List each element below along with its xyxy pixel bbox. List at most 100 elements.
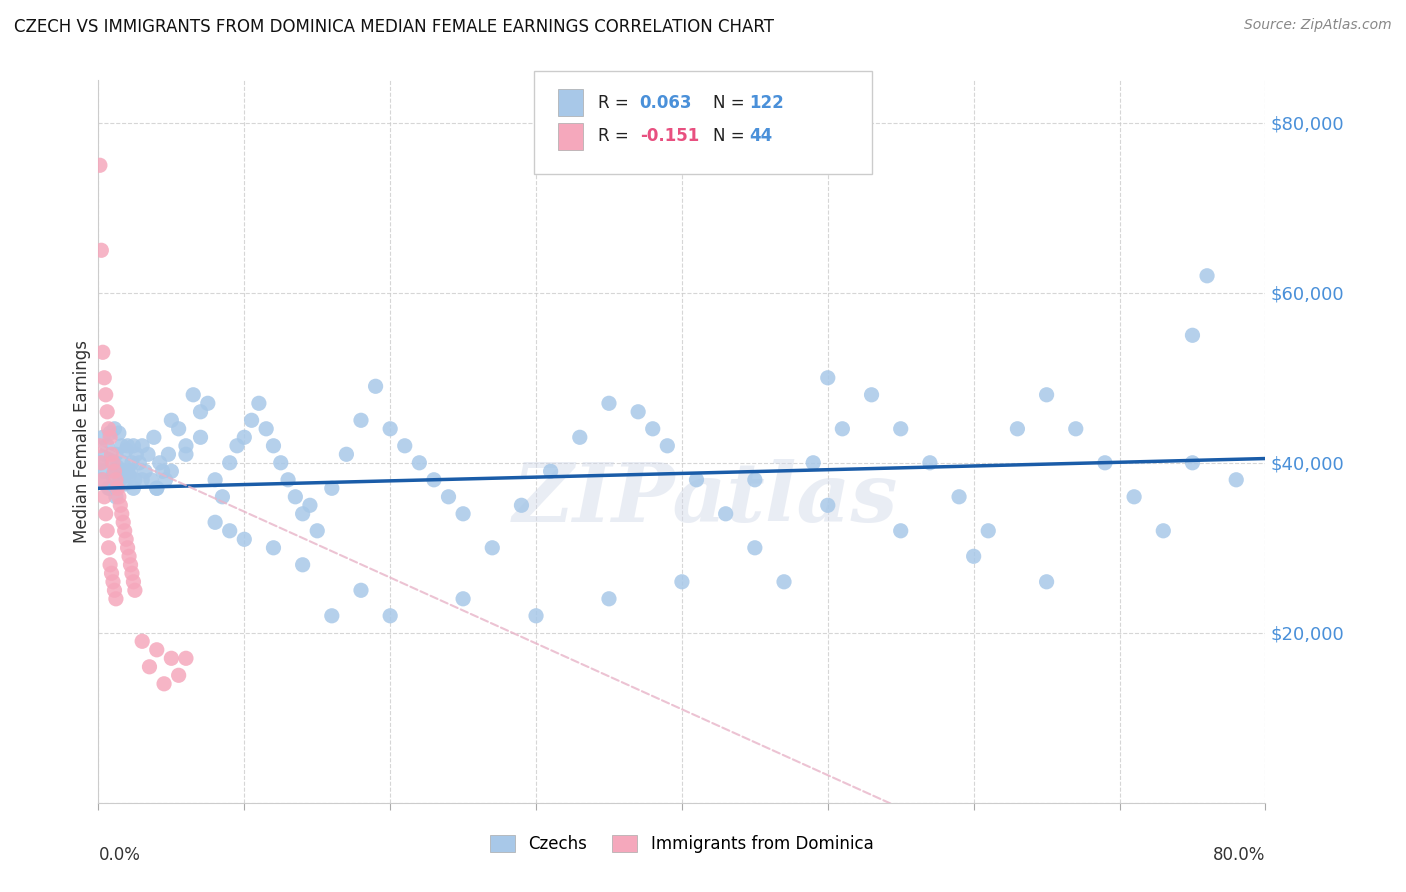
Point <box>114 524 136 538</box>
Point <box>408 456 430 470</box>
Point <box>120 464 142 478</box>
Point <box>181 388 204 402</box>
Point <box>94 388 117 402</box>
Y-axis label: Median Female Earnings: Median Female Earnings <box>73 340 91 543</box>
Point <box>101 574 124 589</box>
Point <box>226 439 249 453</box>
Point <box>111 439 134 453</box>
Point <box>98 481 121 495</box>
Point <box>96 524 118 538</box>
Point <box>97 481 120 495</box>
Point <box>860 388 883 402</box>
Point <box>671 574 693 589</box>
Point <box>100 566 122 581</box>
Point <box>773 574 796 589</box>
Point <box>1094 456 1116 470</box>
Point <box>380 608 402 623</box>
Point <box>918 456 941 470</box>
Point <box>1035 574 1057 589</box>
Text: R =: R = <box>598 128 634 145</box>
Point <box>817 498 839 512</box>
Point <box>105 460 128 475</box>
Point <box>451 591 474 606</box>
Point <box>153 677 176 691</box>
Text: ZIPatlas: ZIPatlas <box>513 459 898 540</box>
Point <box>117 439 139 453</box>
Point <box>131 634 153 648</box>
Point <box>160 464 183 478</box>
Point <box>298 498 321 512</box>
Point <box>146 642 169 657</box>
Point <box>364 379 387 393</box>
Point <box>233 533 256 547</box>
Point <box>174 651 197 665</box>
Point <box>122 481 145 495</box>
Point <box>115 443 138 458</box>
Point <box>1064 422 1087 436</box>
Point <box>174 447 197 461</box>
Point <box>98 425 121 440</box>
Point <box>93 464 115 478</box>
Point <box>100 447 122 461</box>
Point <box>89 456 111 470</box>
Point <box>211 490 233 504</box>
Point <box>598 396 620 410</box>
Point <box>89 158 111 172</box>
Point <box>233 430 256 444</box>
Point <box>104 447 127 461</box>
Text: N =: N = <box>713 128 749 145</box>
Point <box>160 651 183 665</box>
Point <box>90 456 112 470</box>
Text: -0.151: -0.151 <box>640 128 699 145</box>
Point <box>131 473 153 487</box>
Point <box>120 558 142 572</box>
Point <box>90 473 112 487</box>
Point <box>204 473 226 487</box>
Point <box>204 516 226 530</box>
Point <box>146 481 169 495</box>
Point <box>1181 328 1204 343</box>
Point <box>103 422 125 436</box>
Point <box>335 447 357 461</box>
Point <box>155 473 177 487</box>
Point <box>167 668 190 682</box>
Point <box>90 244 112 258</box>
Point <box>744 473 766 487</box>
Point <box>112 456 135 470</box>
Point <box>277 473 299 487</box>
Text: 44: 44 <box>749 128 773 145</box>
Point <box>115 533 138 547</box>
Point <box>218 524 240 538</box>
Point <box>101 456 124 470</box>
Point <box>108 425 131 440</box>
Point <box>350 583 373 598</box>
Point <box>641 422 664 436</box>
Point <box>1007 422 1029 436</box>
Point <box>128 456 150 470</box>
Point <box>97 422 120 436</box>
Point <box>977 524 1000 538</box>
Point <box>118 549 141 564</box>
Point <box>197 396 219 410</box>
Point <box>291 558 314 572</box>
Point <box>101 468 124 483</box>
Point <box>190 430 212 444</box>
Point <box>394 439 416 453</box>
Point <box>103 464 125 478</box>
Point <box>152 464 174 478</box>
Point <box>94 447 117 461</box>
Point <box>1152 524 1174 538</box>
Point <box>1225 473 1247 487</box>
Point <box>744 541 766 555</box>
Point <box>174 439 197 453</box>
Text: Source: ZipAtlas.com: Source: ZipAtlas.com <box>1244 18 1392 32</box>
Point <box>104 473 127 487</box>
Point <box>190 405 212 419</box>
Point <box>117 541 139 555</box>
Point <box>451 507 474 521</box>
Point <box>437 490 460 504</box>
Text: 0.0%: 0.0% <box>98 847 141 864</box>
Point <box>149 456 172 470</box>
Point <box>350 413 373 427</box>
Point <box>98 430 121 444</box>
